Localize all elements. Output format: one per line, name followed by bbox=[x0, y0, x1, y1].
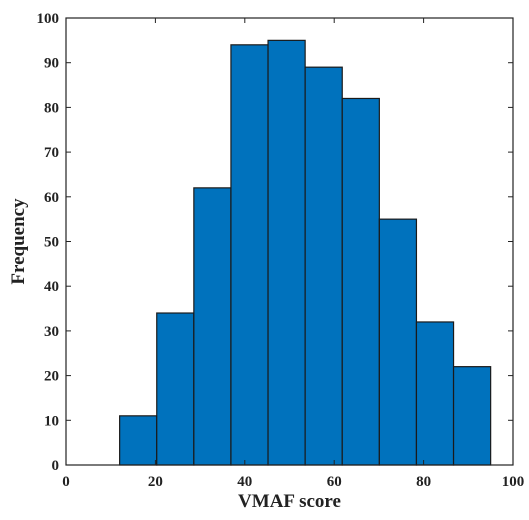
histogram-bar-7 bbox=[378, 218, 418, 466]
histogram-bar-4 bbox=[267, 39, 306, 466]
x-tick-label: 20 bbox=[148, 474, 163, 490]
y-tick-label: 70 bbox=[44, 145, 59, 161]
y-tick-label: 30 bbox=[44, 324, 59, 340]
x-tick-label: 80 bbox=[416, 474, 431, 490]
y-axis-title: Frequency bbox=[8, 198, 29, 285]
x-tick-label: 40 bbox=[237, 474, 252, 490]
y-tick-label: 80 bbox=[44, 100, 59, 116]
ticks-layer: 0 20 40 60 80 100 0 10 20 30 40 50 60 70 80 90 100 bbox=[37, 11, 525, 490]
y-tick-label: 100 bbox=[37, 11, 60, 27]
y-tick-label: 60 bbox=[44, 190, 59, 206]
y-tick-label: 20 bbox=[44, 369, 59, 385]
y-tick-label: 10 bbox=[44, 413, 59, 429]
x-axis-title: VMAF score bbox=[238, 491, 341, 512]
histogram-bar-0 bbox=[119, 415, 158, 466]
y-tick-label: 40 bbox=[44, 279, 59, 295]
bars-layer bbox=[119, 39, 492, 466]
histogram-bar-6 bbox=[341, 97, 380, 466]
histogram-bar-2 bbox=[193, 187, 232, 466]
y-tick-label: 0 bbox=[52, 458, 60, 474]
histogram-bar-8 bbox=[415, 321, 455, 466]
x-tick-label: 60 bbox=[327, 474, 342, 490]
histogram-bar-9 bbox=[452, 366, 492, 466]
x-tick-label: 0 bbox=[62, 474, 70, 490]
y-tick-label: 50 bbox=[44, 235, 59, 251]
histogram-bar-5 bbox=[304, 66, 343, 466]
histogram-bar-3 bbox=[230, 44, 269, 466]
x-tick-label: 100 bbox=[502, 474, 525, 490]
histogram-bar-1 bbox=[156, 312, 195, 466]
y-tick-label: 90 bbox=[44, 56, 59, 72]
